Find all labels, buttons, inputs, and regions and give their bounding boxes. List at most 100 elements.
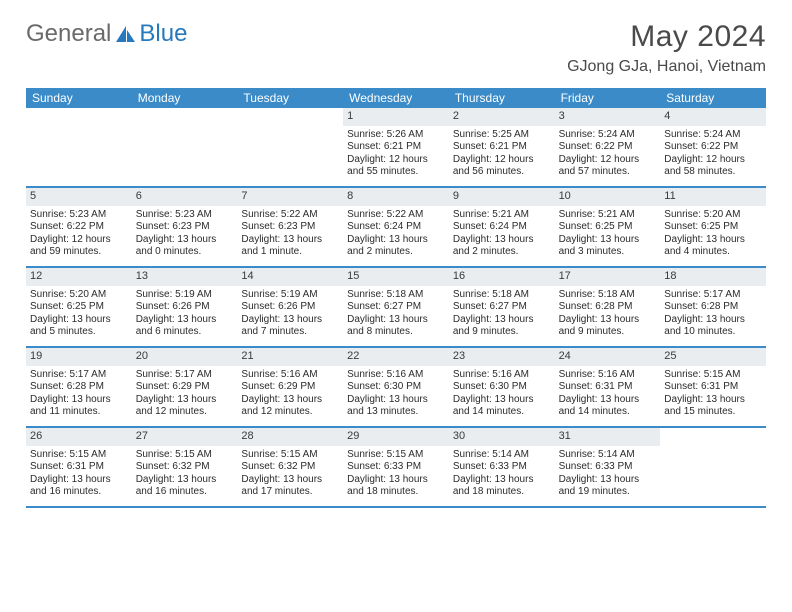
sunset-line: Sunset: 6:25 PM [664,221,762,234]
sunset-line: Sunset: 6:26 PM [241,301,339,314]
calendar-day-cell: 17Sunrise: 5:18 AMSunset: 6:28 PMDayligh… [555,268,661,346]
daylight-line-1: Daylight: 13 hours [241,234,339,247]
day-number: 27 [132,428,238,446]
sunrise-line: Sunrise: 5:15 AM [664,369,762,382]
day-number: 12 [26,268,132,286]
calendar-day-cell: 13Sunrise: 5:19 AMSunset: 6:26 PMDayligh… [132,268,238,346]
daylight-line-2: and 17 minutes. [241,486,339,499]
daylight-line-2: and 5 minutes. [30,326,128,339]
sunset-line: Sunset: 6:30 PM [453,381,551,394]
daylight-line-2: and 18 minutes. [347,486,445,499]
daylight-line-1: Daylight: 13 hours [241,474,339,487]
calendar-day-cell: 7Sunrise: 5:22 AMSunset: 6:23 PMDaylight… [237,188,343,266]
daylight-line-1: Daylight: 12 hours [30,234,128,247]
sunrise-line: Sunrise: 5:18 AM [559,289,657,302]
calendar-week-row: 5Sunrise: 5:23 AMSunset: 6:22 PMDaylight… [26,188,766,268]
month-title: May 2024 [567,20,766,54]
day-number: 9 [449,188,555,206]
sunrise-line: Sunrise: 5:15 AM [241,449,339,462]
daylight-line-2: and 11 minutes. [30,406,128,419]
sunset-line: Sunset: 6:31 PM [559,381,657,394]
daylight-line-2: and 58 minutes. [664,166,762,179]
sunrise-line: Sunrise: 5:19 AM [241,289,339,302]
calendar-day-cell: 26Sunrise: 5:15 AMSunset: 6:31 PMDayligh… [26,428,132,506]
sunrise-line: Sunrise: 5:15 AM [136,449,234,462]
daylight-line-1: Daylight: 13 hours [30,474,128,487]
calendar-day-cell: 8Sunrise: 5:22 AMSunset: 6:24 PMDaylight… [343,188,449,266]
calendar-day-cell: 29Sunrise: 5:15 AMSunset: 6:33 PMDayligh… [343,428,449,506]
daylight-line-1: Daylight: 13 hours [453,394,551,407]
sunset-line: Sunset: 6:29 PM [136,381,234,394]
daylight-line-1: Daylight: 13 hours [664,234,762,247]
calendar-day-cell: 20Sunrise: 5:17 AMSunset: 6:29 PMDayligh… [132,348,238,426]
sunrise-line: Sunrise: 5:15 AM [347,449,445,462]
daylight-line-1: Daylight: 12 hours [347,154,445,167]
calendar: SundayMondayTuesdayWednesdayThursdayFrid… [26,88,766,508]
sunrise-line: Sunrise: 5:22 AM [347,209,445,222]
calendar-day-cell: 23Sunrise: 5:16 AMSunset: 6:30 PMDayligh… [449,348,555,426]
sunrise-line: Sunrise: 5:21 AM [453,209,551,222]
sunrise-line: Sunrise: 5:18 AM [347,289,445,302]
sunrise-line: Sunrise: 5:25 AM [453,129,551,142]
sunset-line: Sunset: 6:22 PM [664,141,762,154]
daylight-line-1: Daylight: 13 hours [453,314,551,327]
sunset-line: Sunset: 6:23 PM [241,221,339,234]
daylight-line-2: and 15 minutes. [664,406,762,419]
sunrise-line: Sunrise: 5:23 AM [136,209,234,222]
sunrise-line: Sunrise: 5:23 AM [30,209,128,222]
daylight-line-2: and 7 minutes. [241,326,339,339]
logo-sail-icon [115,24,137,44]
calendar-day-cell: 5Sunrise: 5:23 AMSunset: 6:22 PMDaylight… [26,188,132,266]
calendar-day-cell: 31Sunrise: 5:14 AMSunset: 6:33 PMDayligh… [555,428,661,506]
daylight-line-1: Daylight: 13 hours [347,394,445,407]
day-number: 20 [132,348,238,366]
calendar-day-cell: 21Sunrise: 5:16 AMSunset: 6:29 PMDayligh… [237,348,343,426]
calendar-day-cell: 4Sunrise: 5:24 AMSunset: 6:22 PMDaylight… [660,108,766,186]
daylight-line-2: and 6 minutes. [136,326,234,339]
day-number: 13 [132,268,238,286]
location-text: GJong GJa, Hanoi, Vietnam [567,58,766,76]
daylight-line-2: and 4 minutes. [664,246,762,259]
daylight-line-2: and 12 minutes. [241,406,339,419]
daylight-line-1: Daylight: 13 hours [136,394,234,407]
logo: General Blue [26,20,187,48]
sunrise-line: Sunrise: 5:21 AM [559,209,657,222]
calendar-day-cell: 28Sunrise: 5:15 AMSunset: 6:32 PMDayligh… [237,428,343,506]
weekday-header-cell: Monday [132,88,238,108]
sunrise-line: Sunrise: 5:15 AM [30,449,128,462]
calendar-day-cell: 2Sunrise: 5:25 AMSunset: 6:21 PMDaylight… [449,108,555,186]
day-number: 6 [132,188,238,206]
calendar-day-cell: . [660,428,766,506]
sunrise-line: Sunrise: 5:16 AM [347,369,445,382]
daylight-line-1: Daylight: 13 hours [347,474,445,487]
weekday-header-cell: Saturday [660,88,766,108]
daylight-line-1: Daylight: 13 hours [453,234,551,247]
weekday-header-cell: Thursday [449,88,555,108]
daylight-line-2: and 0 minutes. [136,246,234,259]
sunset-line: Sunset: 6:27 PM [453,301,551,314]
sunrise-line: Sunrise: 5:17 AM [664,289,762,302]
calendar-day-cell: 10Sunrise: 5:21 AMSunset: 6:25 PMDayligh… [555,188,661,266]
daylight-line-2: and 9 minutes. [453,326,551,339]
calendar-day-cell: 16Sunrise: 5:18 AMSunset: 6:27 PMDayligh… [449,268,555,346]
day-number: 17 [555,268,661,286]
sunset-line: Sunset: 6:24 PM [453,221,551,234]
day-number: 21 [237,348,343,366]
sunset-line: Sunset: 6:26 PM [136,301,234,314]
sunset-line: Sunset: 6:23 PM [136,221,234,234]
sunset-line: Sunset: 6:25 PM [30,301,128,314]
daylight-line-2: and 1 minute. [241,246,339,259]
day-number: 7 [237,188,343,206]
daylight-line-1: Daylight: 13 hours [559,314,657,327]
sunset-line: Sunset: 6:22 PM [559,141,657,154]
weekday-header-cell: Sunday [26,88,132,108]
day-number: 8 [343,188,449,206]
day-number: 10 [555,188,661,206]
calendar-week-row: 26Sunrise: 5:15 AMSunset: 6:31 PMDayligh… [26,428,766,508]
calendar-day-cell: . [26,108,132,186]
sunset-line: Sunset: 6:21 PM [347,141,445,154]
daylight-line-1: Daylight: 13 hours [30,314,128,327]
calendar-day-cell: 25Sunrise: 5:15 AMSunset: 6:31 PMDayligh… [660,348,766,426]
calendar-day-cell: 6Sunrise: 5:23 AMSunset: 6:23 PMDaylight… [132,188,238,266]
daylight-line-1: Daylight: 13 hours [136,314,234,327]
